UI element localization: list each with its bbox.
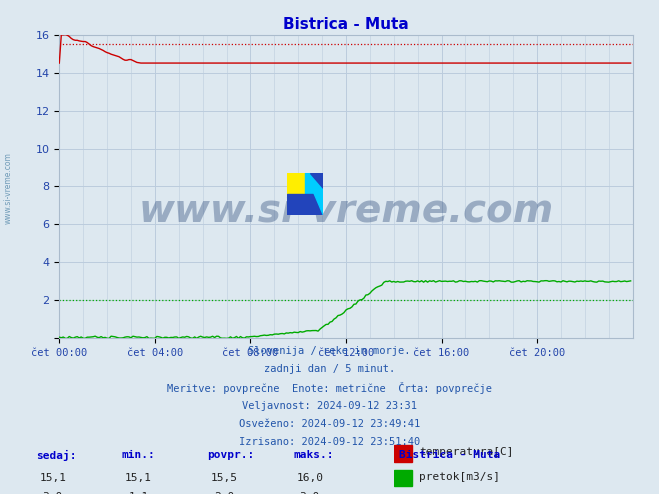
Bar bbox=[394, 446, 412, 461]
Title: Bistrica - Muta: Bistrica - Muta bbox=[283, 17, 409, 32]
Text: Veljavnost: 2024-09-12 23:31: Veljavnost: 2024-09-12 23:31 bbox=[242, 401, 417, 411]
Text: 16,0: 16,0 bbox=[297, 473, 323, 483]
Bar bbox=[287, 194, 323, 215]
Polygon shape bbox=[310, 173, 323, 188]
Text: Slovenija / reke in morje.: Slovenija / reke in morje. bbox=[248, 346, 411, 356]
Text: 2,0: 2,0 bbox=[214, 492, 234, 494]
Bar bbox=[304, 173, 323, 194]
Text: Izrisano: 2024-09-12 23:51:40: Izrisano: 2024-09-12 23:51:40 bbox=[239, 437, 420, 447]
Text: www.si-vreme.com: www.si-vreme.com bbox=[3, 152, 13, 224]
Text: 15,1: 15,1 bbox=[125, 473, 152, 483]
Text: maks.:: maks.: bbox=[293, 450, 333, 459]
Text: Osveženo: 2024-09-12 23:49:41: Osveženo: 2024-09-12 23:49:41 bbox=[239, 419, 420, 429]
Text: temperatura[C]: temperatura[C] bbox=[419, 448, 513, 457]
Text: www.si-vreme.com: www.si-vreme.com bbox=[138, 192, 554, 230]
Text: Bistrica - Muta: Bistrica - Muta bbox=[399, 450, 500, 459]
Text: zadnji dan / 5 minut.: zadnji dan / 5 minut. bbox=[264, 364, 395, 374]
Text: min.:: min.: bbox=[122, 450, 156, 459]
Polygon shape bbox=[304, 173, 323, 215]
Text: Meritve: povprečne  Enote: metrične  Črta: povprečje: Meritve: povprečne Enote: metrične Črta:… bbox=[167, 382, 492, 394]
Text: 3,0: 3,0 bbox=[43, 492, 63, 494]
Text: 15,5: 15,5 bbox=[211, 473, 237, 483]
Bar bbox=[394, 470, 412, 486]
Bar bbox=[287, 173, 304, 194]
Text: povpr.:: povpr.: bbox=[208, 450, 255, 459]
Text: 3,0: 3,0 bbox=[300, 492, 320, 494]
Text: pretok[m3/s]: pretok[m3/s] bbox=[419, 472, 500, 482]
Text: 15,1: 15,1 bbox=[40, 473, 66, 483]
Text: 1,1: 1,1 bbox=[129, 492, 148, 494]
Text: sedaj:: sedaj: bbox=[36, 450, 76, 460]
